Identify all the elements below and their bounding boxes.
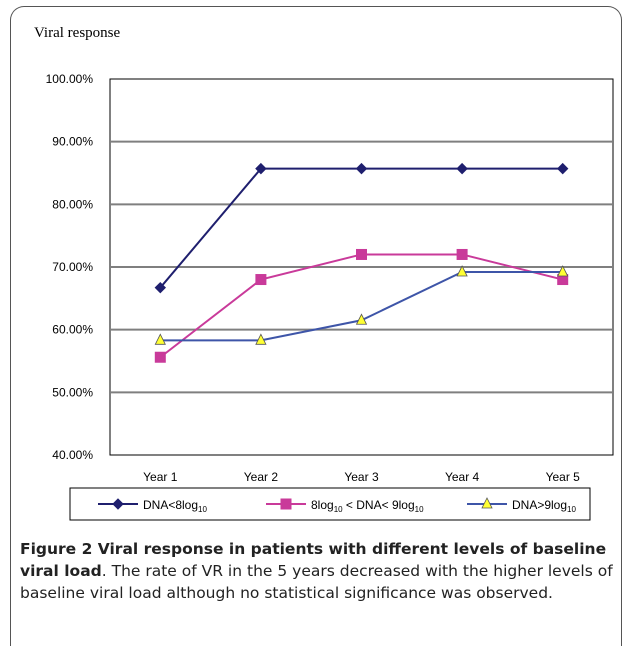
caption-title: Figure 2 Viral response in patients with… [20,540,607,580]
data-point [481,497,493,509]
data-point [255,162,267,175]
data-point [456,265,468,277]
x-tick-label: Year 2 [244,470,279,484]
data-point [356,248,367,260]
series-3 [154,265,569,345]
y-tick-label: 60.00% [52,323,93,337]
y-axis-ticks: 100.00% 90.00% 80.00% 70.00% 60.00% 50.00% 40.… [46,72,94,462]
y-tick-label: 50.00% [52,385,93,399]
y-tick-label: 40.00% [52,448,93,462]
data-point [456,248,468,260]
data-point [355,162,368,175]
legend-item-2: 8log10 < DNA< 9log10 [266,498,424,514]
legend-label: DNA>9log10 [512,498,576,514]
legend-item-3: DNA>9log10 [467,497,576,514]
y-tick-label: 80.00% [52,197,93,211]
y-tick-label: 100.00% [46,72,94,86]
series-1 [154,162,569,294]
data-point [557,265,569,277]
data-point [255,333,267,345]
data-point [154,333,166,345]
x-tick-label: Year 3 [344,470,379,484]
caption-text: . The rate of VR in the 5 years decrease… [20,562,613,602]
data-point [280,498,292,510]
x-tick-label: Year 5 [546,470,581,484]
x-tick-label: Year 4 [445,470,480,484]
data-point [154,351,166,363]
data-point [112,498,124,510]
x-tick-label: Year 1 [143,470,178,484]
series-2 [154,248,569,363]
data-point [456,162,468,175]
data-point [154,281,167,294]
series-group [154,162,569,363]
data-point [556,162,569,175]
line-chart: Viral response 100.00% 90.00% 80.00% 70.00%… [34,25,614,521]
y-tick-label: 90.00% [52,135,93,149]
figure-caption: Figure 2 Viral response in patients with… [20,538,615,604]
chart-title: Viral response [34,25,120,41]
grid-lines [110,140,613,394]
legend-label: 8log10 < DNA< 9log10 [311,498,424,514]
data-point [355,313,368,325]
x-axis-ticks: Year 1 Year 2 Year 3 Year 4 Year 5 [143,470,580,484]
legend: DNA<8log10 8log10 < DNA< 9log10 DNA>9log10 [98,497,576,514]
data-point [255,274,267,286]
y-tick-label: 70.00% [52,260,93,274]
legend-item-1: DNA<8log10 [98,498,207,514]
figure-frame [10,6,622,646]
legend-label: DNA<8log10 [143,498,207,514]
